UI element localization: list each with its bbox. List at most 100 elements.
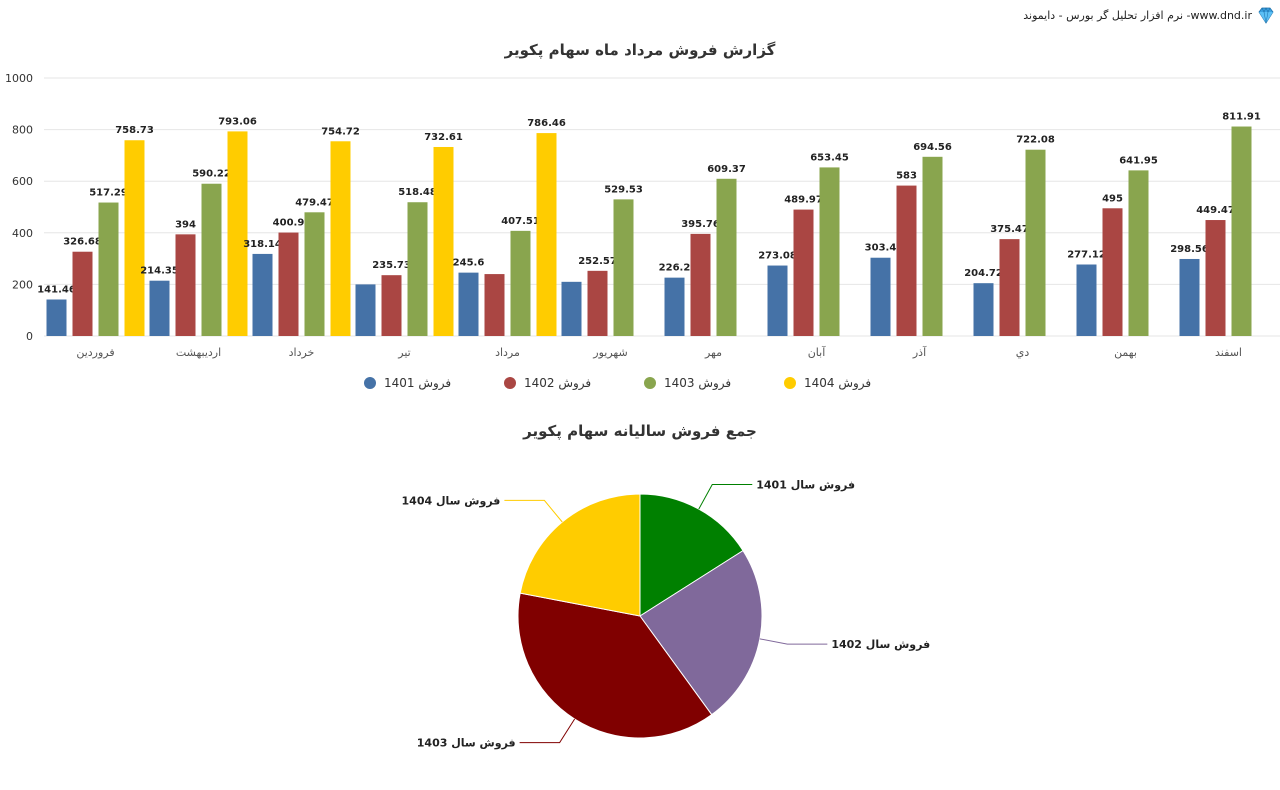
data-label: 245.6 bbox=[453, 258, 485, 269]
bar bbox=[381, 275, 402, 336]
x-tick-label: شهریور bbox=[592, 346, 627, 359]
data-label: 732.61 bbox=[424, 132, 463, 143]
bar bbox=[98, 202, 119, 336]
x-tick-label: تیر bbox=[397, 346, 410, 359]
data-label: 235.73 bbox=[372, 260, 411, 271]
diamond-icon bbox=[1258, 7, 1274, 24]
data-label: 722.08 bbox=[1016, 135, 1055, 146]
data-label: 786.46 bbox=[527, 118, 566, 129]
x-tick-label: آبان bbox=[808, 345, 826, 359]
bar bbox=[1179, 258, 1200, 336]
legend-label: فروش 1403 bbox=[664, 376, 731, 391]
bar bbox=[227, 131, 248, 336]
data-label: 793.06 bbox=[218, 116, 257, 127]
bar bbox=[510, 230, 531, 336]
legend-label: فروش 1401 bbox=[384, 376, 451, 391]
legend-marker bbox=[644, 377, 656, 389]
pie-connector bbox=[504, 499, 563, 523]
bar bbox=[536, 133, 557, 336]
bar bbox=[1025, 149, 1046, 336]
bar bbox=[304, 212, 325, 336]
y-tick-label: 800 bbox=[12, 124, 33, 137]
y-tick-label: 1000 bbox=[5, 72, 33, 85]
x-tick-label: خرداد bbox=[289, 346, 315, 359]
bar bbox=[1102, 208, 1123, 336]
bar bbox=[767, 265, 788, 336]
monthly-sales-bar-chart: گزارش فروش مرداد ماه سهام پکویر 0 200 400 60… bbox=[5, 41, 1280, 391]
data-label: 449.47 bbox=[1196, 205, 1235, 216]
pie-label: فروش سال 1403 bbox=[417, 737, 516, 750]
legend-marker bbox=[364, 377, 376, 389]
bar bbox=[973, 283, 994, 336]
data-label: 252.57 bbox=[578, 256, 617, 267]
bar-chart-title: گزارش فروش مرداد ماه سهام پکویر bbox=[504, 41, 776, 60]
data-label: 758.73 bbox=[115, 125, 154, 136]
bar bbox=[278, 232, 299, 336]
data-label: 694.56 bbox=[913, 142, 952, 153]
pie-label: فروش سال 1404 bbox=[402, 494, 501, 507]
y-tick-label: 0 bbox=[26, 330, 33, 343]
data-label: 303.4 bbox=[865, 243, 897, 254]
data-label: 811.91 bbox=[1222, 112, 1261, 123]
pie-slice bbox=[519, 493, 641, 617]
legend-marker bbox=[784, 377, 796, 389]
pie-connector bbox=[759, 638, 828, 645]
brand-text: نرم افزار تحلیل گر بورس - دایموند -www.d… bbox=[1023, 8, 1252, 22]
bar bbox=[433, 146, 454, 336]
bar bbox=[664, 277, 685, 336]
data-label: 395.76 bbox=[681, 219, 720, 230]
y-tick-label: 600 bbox=[12, 175, 33, 188]
data-label: 277.12 bbox=[1067, 250, 1106, 261]
data-label: 273.08 bbox=[758, 251, 797, 262]
data-label: 590.22 bbox=[192, 169, 231, 180]
bar bbox=[46, 299, 67, 336]
data-label: 653.45 bbox=[810, 152, 849, 163]
bar bbox=[1076, 264, 1097, 336]
y-tick-label: 400 bbox=[12, 227, 33, 240]
legend-label: فروش 1404 bbox=[804, 376, 871, 391]
bar bbox=[587, 270, 608, 336]
annual-sales-pie-chart: جمع فروش سالیانه سهام پکویر فروش سال 1401… bbox=[402, 422, 931, 750]
bar bbox=[999, 239, 1020, 336]
bar bbox=[72, 251, 93, 336]
bar bbox=[458, 272, 479, 336]
x-tick-label: دي bbox=[1016, 346, 1030, 359]
bar bbox=[484, 274, 505, 336]
legend-label: فروش 1402 bbox=[524, 376, 591, 391]
data-label: 489.97 bbox=[784, 195, 823, 206]
data-label: 400.9 bbox=[273, 218, 305, 229]
bar bbox=[1205, 220, 1226, 336]
x-tick-label: اسفند bbox=[1215, 346, 1242, 359]
bar bbox=[175, 234, 196, 336]
bar bbox=[1231, 126, 1252, 336]
bar bbox=[561, 281, 582, 336]
data-label: 609.37 bbox=[707, 164, 746, 175]
pie-connector bbox=[519, 718, 576, 744]
data-label: 495 bbox=[1102, 193, 1123, 204]
x-tick-label: آذر bbox=[912, 345, 927, 359]
bar bbox=[613, 199, 634, 336]
bar bbox=[870, 257, 891, 336]
pie-chart-title: جمع فروش سالیانه سهام پکویر bbox=[522, 422, 757, 441]
data-label: 298.56 bbox=[1170, 244, 1209, 255]
data-label: 141.46 bbox=[37, 285, 76, 296]
bar bbox=[690, 233, 711, 336]
bar bbox=[407, 202, 428, 336]
x-tick-label: اردیبهشت bbox=[176, 346, 221, 359]
bar bbox=[896, 185, 917, 336]
y-tick-label: 200 bbox=[12, 278, 33, 291]
data-label: 479.47 bbox=[295, 197, 334, 208]
x-tick-label: مهر bbox=[704, 346, 722, 359]
data-label: 375.47 bbox=[990, 224, 1029, 235]
x-tick-label: مرداد bbox=[495, 346, 520, 359]
bar bbox=[149, 280, 170, 336]
data-label: 226.2 bbox=[659, 263, 691, 274]
data-label: 518.48 bbox=[398, 187, 437, 198]
brand-header: نرم افزار تحلیل گر بورس - دایموند -www.d… bbox=[1023, 4, 1276, 26]
pie-label: فروش سال 1401 bbox=[756, 479, 855, 492]
bar bbox=[252, 253, 273, 336]
data-label: 214.35 bbox=[140, 266, 179, 277]
data-label: 326.68 bbox=[63, 237, 102, 248]
data-label: 529.53 bbox=[604, 184, 643, 195]
bar bbox=[819, 167, 840, 336]
